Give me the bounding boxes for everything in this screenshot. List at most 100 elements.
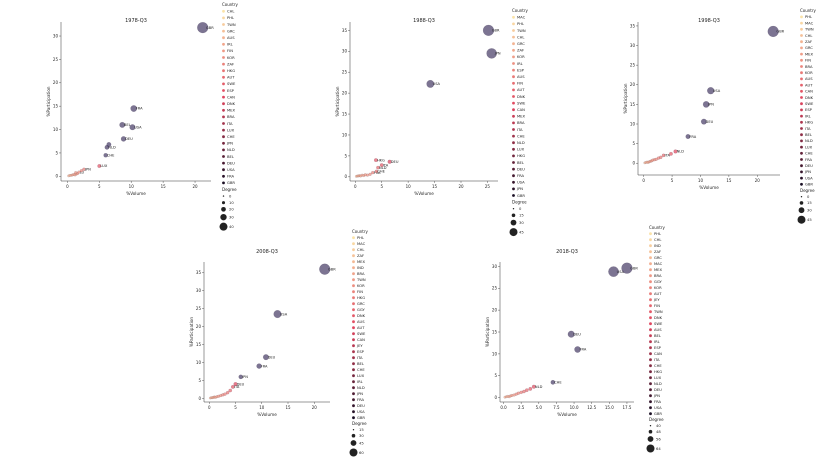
legend-label: ZAF xyxy=(227,62,234,66)
data-point xyxy=(119,121,126,128)
legend-size-marker xyxy=(352,429,355,431)
legend-marker xyxy=(800,102,803,106)
chart-panel-2018-Q3: 2018-Q3 0.0 2.5 5.0 7.5 10.0 12.5 15.0 17.5 0 5 10 1… xyxy=(485,225,666,453)
legend-label: CHE xyxy=(227,135,235,139)
legend-marker xyxy=(222,148,225,152)
legend-label: BEL xyxy=(654,334,662,338)
y-tick-label: 20 xyxy=(53,80,59,85)
y-tick-label: 0 xyxy=(344,174,347,179)
legend-label: ITA xyxy=(227,122,233,126)
legend-marker xyxy=(352,392,355,396)
legend-label: FRA xyxy=(805,158,813,162)
data-point xyxy=(516,391,520,395)
legend-label: JPN xyxy=(516,187,523,191)
legend-label: ITA xyxy=(805,127,811,131)
legend-label: ITA xyxy=(654,358,660,362)
legend-marker xyxy=(800,127,803,130)
legend-label: AUS xyxy=(227,36,235,40)
legend-label: TWN xyxy=(804,28,814,32)
legend-marker xyxy=(800,58,803,62)
x-tick-label: 15.0 xyxy=(605,405,614,410)
legend-label: CHL xyxy=(227,10,235,14)
legend-marker xyxy=(649,274,652,278)
x-axis-label: %Volume xyxy=(414,191,434,196)
legend-label: NLD xyxy=(357,386,365,390)
point-label: GBR xyxy=(492,29,500,33)
y-tick-label: 10 xyxy=(630,121,636,126)
legend-marker xyxy=(512,42,515,46)
legend-title: Country xyxy=(800,8,817,13)
legend-size-marker xyxy=(221,201,226,205)
data-point xyxy=(230,385,235,389)
legend-size-marker xyxy=(648,429,653,434)
x-tick-label: 10 xyxy=(406,184,412,189)
legend-label: LUX xyxy=(654,376,662,380)
data-point xyxy=(528,387,533,391)
data-point xyxy=(82,167,86,171)
legend-marker xyxy=(800,65,803,68)
legend-marker xyxy=(800,83,803,87)
legend-label: MEX xyxy=(654,268,663,272)
legend-marker xyxy=(222,95,225,99)
legend-marker xyxy=(352,284,355,288)
legend-label: AUT xyxy=(517,88,525,92)
legend-marker xyxy=(800,120,803,124)
legend-marker xyxy=(512,141,515,145)
legend-marker xyxy=(649,382,652,386)
point-label: DEU xyxy=(268,355,276,359)
legend: Country PHL MAC CHL ZAF MEX IND BRA TWN KOR FIN HKG… xyxy=(349,229,369,457)
data-point xyxy=(550,380,556,385)
legend-marker xyxy=(649,316,652,320)
data-point xyxy=(130,105,138,112)
x-axis-label: %Volume xyxy=(557,412,577,417)
legend-marker xyxy=(512,29,515,32)
data-point xyxy=(120,136,127,142)
legend-size-label: 20 xyxy=(229,208,234,212)
point-label: DEU xyxy=(573,332,581,336)
legend-label: KOR xyxy=(517,55,525,59)
legend-marker xyxy=(800,170,803,174)
legend-label: PHL xyxy=(517,22,525,26)
legend-label: ZAF xyxy=(654,250,661,254)
legend-marker xyxy=(649,334,652,338)
legend-marker xyxy=(222,108,225,112)
data-point xyxy=(371,170,375,175)
x-tick-label: 20 xyxy=(755,178,761,183)
legend-marker xyxy=(800,89,803,93)
y-tick-label: 15 xyxy=(53,104,59,109)
legend-marker xyxy=(352,236,355,240)
legend-label: ZAF xyxy=(517,49,524,53)
legend-marker xyxy=(649,388,652,392)
data-point xyxy=(574,346,581,353)
legend-size-label: 56 xyxy=(656,437,661,441)
legend-label: ZAF xyxy=(805,40,812,44)
legend-label: USA xyxy=(227,168,235,172)
legend-marker xyxy=(649,370,652,374)
y-tick-label: 25 xyxy=(53,57,59,62)
legend-marker xyxy=(222,89,225,92)
data-point xyxy=(519,390,523,395)
point-label: GBR xyxy=(630,266,638,270)
y-axis-label: %Participation xyxy=(335,86,340,116)
legend-label: MEX xyxy=(517,115,526,119)
legend-marker xyxy=(512,35,515,39)
legend-marker xyxy=(222,102,225,106)
chart-title: 1988-Q3 xyxy=(413,18,435,24)
legend: Country PHL CHL IND ZAF GRC MAC MEX BRA GGY KOR AUT… xyxy=(646,225,666,453)
point-label: HKG xyxy=(377,158,385,162)
legend-label: CHL xyxy=(517,35,525,39)
legend-marker xyxy=(352,302,355,306)
legend-marker xyxy=(649,406,652,410)
legend-label: KOR xyxy=(227,56,235,60)
legend-size-marker xyxy=(509,228,518,237)
legend-marker xyxy=(352,266,355,270)
data-point xyxy=(197,22,209,34)
point-label: LUX xyxy=(100,164,107,168)
legend-size-marker xyxy=(510,219,517,226)
legend-label: LUX xyxy=(805,145,813,149)
legend-marker xyxy=(352,350,355,354)
legend-marker xyxy=(800,133,803,137)
x-tick-label: 10 xyxy=(259,405,265,410)
x-tick-label: 0.0 xyxy=(500,405,507,410)
legend-size-marker xyxy=(219,222,228,231)
